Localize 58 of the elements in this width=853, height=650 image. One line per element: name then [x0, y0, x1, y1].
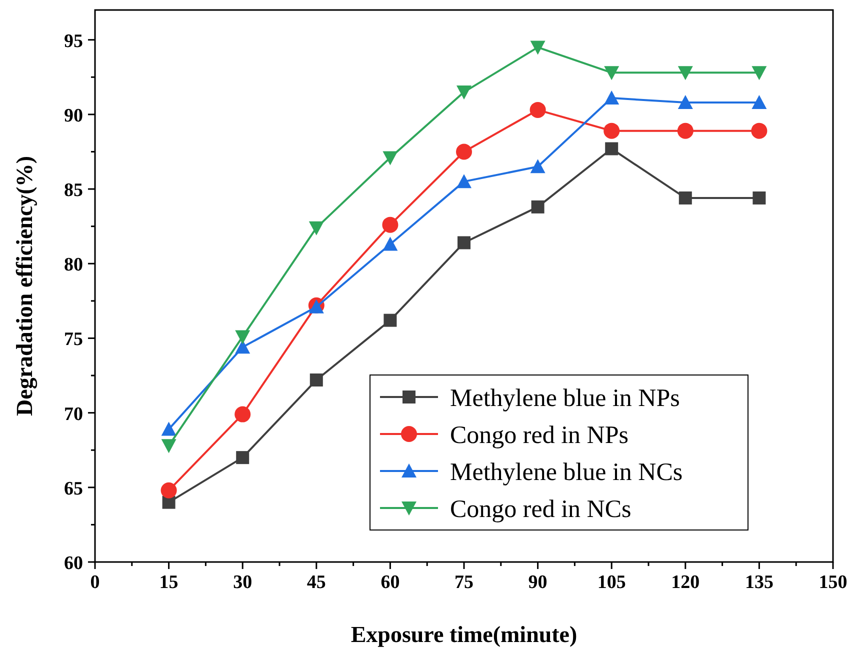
- y-tick-label: 80: [64, 254, 83, 276]
- point: [752, 191, 766, 204]
- point: [531, 200, 544, 214]
- x-tick-label: 150: [818, 572, 848, 593]
- x-tick-label: 60: [380, 572, 400, 593]
- y-tick-label: 70: [64, 404, 83, 425]
- point: [530, 102, 546, 118]
- point: [678, 94, 693, 109]
- y-tick-label: 85: [64, 180, 83, 202]
- point: [678, 66, 693, 80]
- legend-label: Congo red in NCs: [450, 496, 632, 523]
- point: [458, 236, 470, 250]
- x-tick-label: 105: [597, 572, 626, 593]
- x-tick-label: 120: [671, 572, 700, 593]
- point: [752, 94, 767, 109]
- y-tick-label: 75: [64, 329, 83, 350]
- point: [382, 236, 398, 251]
- y-tick-label: 90: [64, 105, 83, 126]
- point: [752, 66, 767, 80]
- point: [678, 191, 692, 204]
- point: [456, 86, 472, 100]
- x-tick-label: 90: [528, 572, 548, 593]
- point: [235, 330, 250, 344]
- point: [604, 66, 620, 80]
- x-tick-label: 75: [454, 572, 474, 593]
- point: [308, 221, 324, 236]
- legend-label: Methylene blue in NPs: [450, 385, 680, 412]
- point: [382, 216, 398, 233]
- point: [236, 451, 250, 464]
- point: [382, 151, 398, 166]
- point: [456, 174, 472, 188]
- x-tick-label: 30: [233, 572, 252, 593]
- point: [456, 144, 472, 160]
- y-tick-label: 65: [64, 478, 83, 500]
- point: [234, 406, 251, 422]
- y-axis-title: Degradation efficiency(%): [12, 156, 38, 416]
- point: [604, 122, 620, 139]
- point: [235, 340, 250, 354]
- legend-label: Methylene blue in NCs: [450, 459, 683, 486]
- x-tick-label: 0: [90, 572, 100, 593]
- point: [530, 159, 546, 174]
- x-tick-label: 15: [159, 572, 178, 593]
- point: [160, 482, 177, 498]
- x-axis-title: Exposure time(minute): [350, 622, 578, 647]
- point: [161, 422, 176, 436]
- y-tick-label: 60: [64, 553, 83, 574]
- point: [384, 314, 397, 327]
- point: [604, 90, 620, 105]
- point: [161, 439, 176, 454]
- point: [677, 122, 694, 139]
- point: [530, 40, 546, 55]
- x-tick-label: 45: [306, 572, 326, 593]
- x-tick-label: 135: [744, 572, 774, 593]
- point: [751, 122, 768, 139]
- point: [310, 373, 323, 386]
- point: [605, 142, 618, 156]
- legend-label: Congo red in NPs: [450, 422, 628, 449]
- y-tick-label: 95: [64, 30, 83, 52]
